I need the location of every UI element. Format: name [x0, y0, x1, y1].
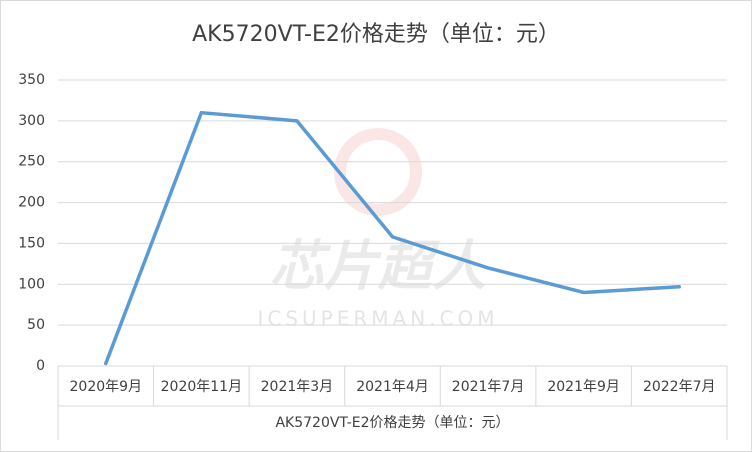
x-axis-title: AK5720VT-E2价格走势（单位：元） — [275, 415, 509, 431]
x-tick-label: 2021年7月 — [452, 379, 525, 395]
x-tick-label: 2021年9月 — [547, 379, 620, 395]
x-tick-label: 2021年4月 — [356, 379, 429, 395]
x-tick-label: 2020年11月 — [161, 379, 242, 395]
y-tick-label: 350 — [18, 72, 45, 88]
y-tick-label: 100 — [18, 276, 45, 292]
chart-title: AK5720VT-E2价格走势（单位：元） — [192, 22, 560, 47]
y-tick-label: 0 — [36, 358, 45, 374]
x-tick-label: 2021年3月 — [261, 379, 334, 395]
x-tick-label: 2022年7月 — [643, 379, 716, 395]
watermark-url: ICSUPERMAN.COM — [257, 307, 498, 331]
x-tick-label: 2020年9月 — [70, 379, 143, 395]
series-line — [104, 110, 681, 366]
watermark: 芯片超人 — [270, 235, 486, 298]
y-tick-label: 200 — [18, 195, 45, 211]
y-tick-label: 250 — [18, 154, 45, 170]
y-tick-label: 150 — [18, 235, 45, 251]
y-tick-label: 50 — [27, 317, 45, 333]
y-tick-label: 300 — [18, 113, 45, 129]
